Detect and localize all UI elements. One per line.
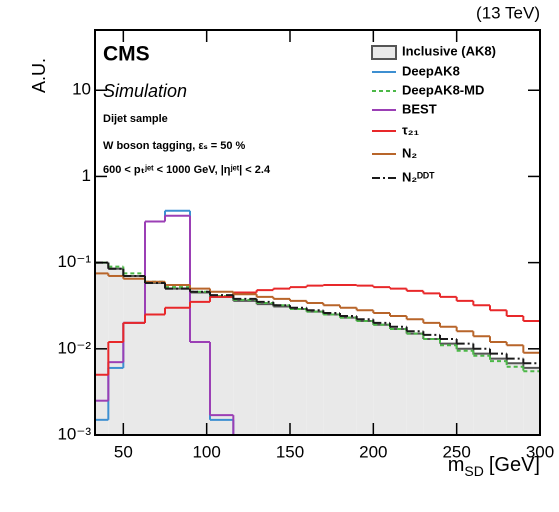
legend-label: Inclusive (AK8) bbox=[402, 43, 496, 58]
bar bbox=[306, 311, 324, 435]
legend-swatch bbox=[371, 45, 397, 60]
bar bbox=[123, 275, 145, 435]
bar bbox=[373, 324, 390, 435]
y-tick-label: 1 bbox=[82, 166, 91, 185]
y-tick-label: 10 bbox=[72, 80, 91, 99]
y-tick-label: 10⁻² bbox=[57, 338, 91, 357]
series bbox=[95, 214, 235, 435]
simulation-label: Simulation bbox=[103, 81, 187, 101]
bar bbox=[323, 314, 340, 435]
plot-area bbox=[95, 209, 540, 435]
x-axis-label: mSD [GeV] bbox=[448, 454, 540, 478]
bar bbox=[473, 353, 490, 435]
x-tick-label: 300 bbox=[526, 442, 554, 461]
bar bbox=[340, 317, 357, 435]
x-tick-label: 50 bbox=[114, 442, 133, 461]
bar bbox=[210, 296, 234, 435]
bar bbox=[290, 308, 307, 435]
annotation: W boson tagging, εₛ = 50 % bbox=[103, 140, 246, 152]
legend-label: DeepAK8 bbox=[402, 63, 460, 78]
bar bbox=[523, 367, 540, 435]
x-label-main: m bbox=[448, 454, 465, 476]
series bbox=[95, 272, 540, 435]
y-tick-label: 10⁻¹ bbox=[57, 252, 91, 271]
bar bbox=[490, 358, 507, 435]
x-label-unit: [GeV] bbox=[489, 454, 540, 476]
legend-label: DeepAK8-MD bbox=[402, 82, 484, 97]
bar bbox=[423, 338, 440, 435]
cms-label: CMS bbox=[103, 43, 150, 66]
legend-label: N₂ᴰᴰᵀ bbox=[402, 169, 435, 184]
series bbox=[95, 261, 540, 435]
legend-label: τ₂₁ bbox=[402, 122, 419, 137]
bar bbox=[256, 304, 274, 435]
bar bbox=[108, 268, 124, 435]
y-tick-label: 10⁻³ bbox=[57, 424, 91, 443]
bar bbox=[456, 348, 474, 435]
bar bbox=[406, 333, 424, 435]
bar bbox=[506, 363, 524, 435]
annotation: Dijet sample bbox=[103, 113, 168, 125]
bar bbox=[165, 288, 190, 435]
x-tick-label: 200 bbox=[359, 442, 387, 461]
legend-label: N₂ bbox=[402, 145, 417, 160]
plot-frame bbox=[94, 29, 541, 436]
bar bbox=[145, 283, 165, 435]
bar bbox=[273, 306, 290, 435]
bar bbox=[190, 292, 210, 435]
legend-label: BEST bbox=[402, 101, 437, 116]
bar bbox=[440, 343, 457, 435]
x-tick-label: 150 bbox=[276, 442, 304, 461]
energy-label: (13 TeV) bbox=[476, 3, 540, 22]
bar bbox=[233, 300, 257, 435]
x-tick-label: 250 bbox=[442, 442, 470, 461]
bar bbox=[356, 321, 374, 435]
series bbox=[95, 283, 540, 435]
y-axis-label: A.U. bbox=[29, 58, 49, 93]
bar bbox=[390, 328, 407, 435]
annotation: 600 < pₜʲᵉᵗ < 1000 GeV, |ηʲᵉᵗ| < 2.4 bbox=[103, 164, 271, 176]
x-label-sub: SD bbox=[464, 463, 483, 479]
x-tick-label: 100 bbox=[192, 442, 220, 461]
